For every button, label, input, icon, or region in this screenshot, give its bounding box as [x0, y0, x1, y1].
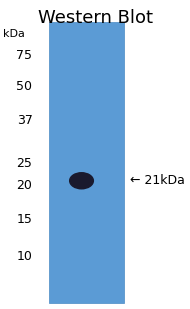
- Text: 15: 15: [17, 213, 32, 226]
- Text: ← 21kDa: ← 21kDa: [130, 174, 185, 187]
- Text: 25: 25: [17, 157, 32, 170]
- Text: 20: 20: [17, 179, 32, 192]
- FancyBboxPatch shape: [49, 22, 124, 303]
- Text: kDa: kDa: [3, 29, 25, 39]
- Text: Western Blot: Western Blot: [38, 9, 153, 27]
- Text: 10: 10: [17, 250, 32, 263]
- Text: 37: 37: [17, 114, 32, 127]
- Text: 75: 75: [17, 49, 32, 62]
- Ellipse shape: [70, 173, 93, 189]
- Text: 50: 50: [17, 80, 32, 93]
